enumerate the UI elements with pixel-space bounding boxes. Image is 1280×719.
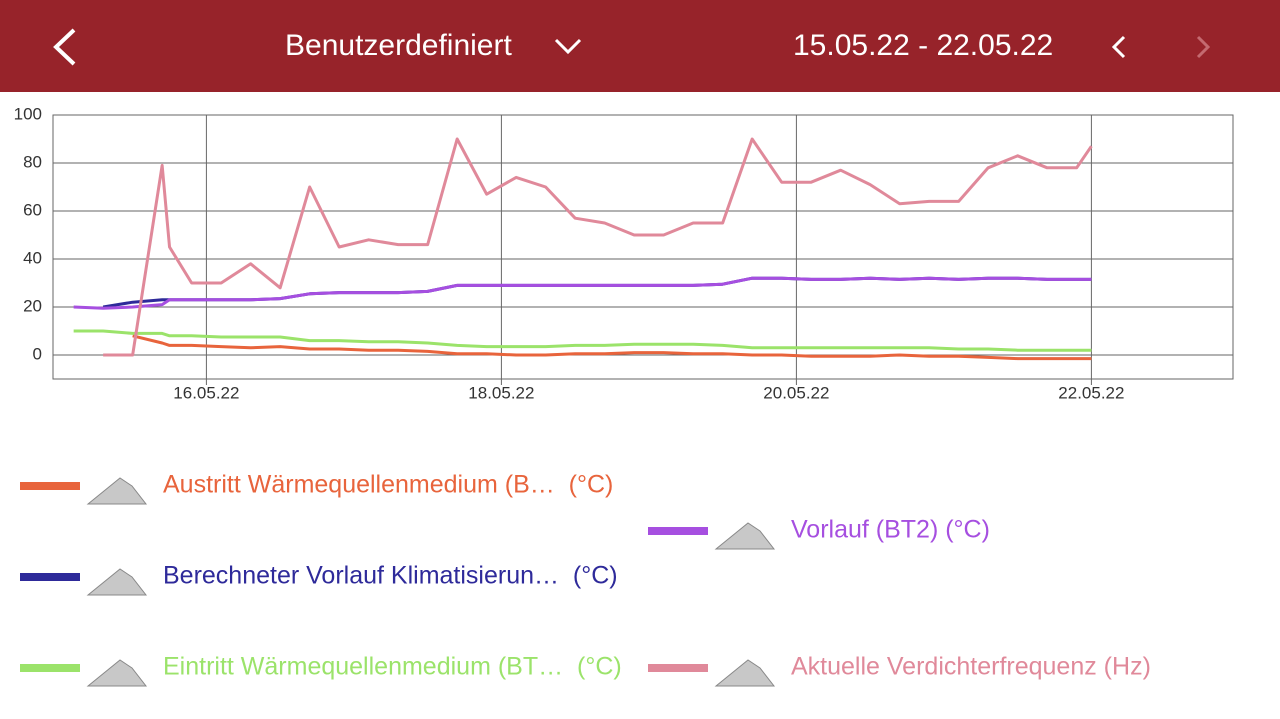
y-tick-label: 20 — [23, 296, 42, 315]
y-tick-label: 100 — [14, 104, 42, 123]
legend-swatch — [20, 573, 80, 581]
legend-label: Austritt Wärmequellenmedium (B… (°C) — [163, 471, 613, 499]
legend-label: Vorlauf (BT2) (°C) — [791, 516, 990, 544]
legend-label: Eintritt Wärmequellenmedium (BT… (°C) — [163, 653, 622, 681]
app-bar — [0, 0, 1280, 92]
y-tick-label: 0 — [33, 344, 42, 363]
prev-button[interactable] — [1111, 35, 1126, 59]
y-tick-label: 60 — [23, 200, 42, 219]
series-line — [73, 276, 1092, 310]
legend-icon — [86, 477, 148, 505]
next-button[interactable] — [1196, 35, 1211, 59]
x-tick-label: 22.05.22 — [1058, 383, 1124, 402]
legend-icon — [714, 659, 776, 687]
legend-swatch — [20, 664, 80, 672]
series-line — [73, 329, 1092, 352]
series-line — [103, 137, 1093, 357]
chart: 0 20 40 60 80 100 16.05.22 18.05.22 20.05.22 22.0… — [14, 104, 1234, 687]
date-range: 15.05.22 - 22.05.22 — [793, 29, 1053, 62]
view-title[interactable]: Benutzerdefiniert — [285, 29, 512, 62]
legend-icon — [714, 522, 776, 550]
legend-swatch — [648, 664, 708, 672]
legend-label: Aktuelle Verdichterfrequenz (Hz) — [791, 653, 1151, 681]
series-line — [132, 334, 1092, 361]
x-tick-label: 20.05.22 — [763, 383, 829, 402]
legend-label: Berechneter Vorlauf Klimatisierun… (°C) — [163, 562, 618, 590]
y-tick-label: 80 — [23, 152, 42, 171]
plot-frame — [52, 114, 1234, 380]
x-tick-label: 18.05.22 — [468, 383, 534, 402]
dropdown-icon[interactable] — [554, 38, 582, 55]
legend-icon — [86, 659, 148, 687]
series-line — [102, 276, 1092, 309]
legend-swatch — [20, 482, 80, 490]
back-button[interactable] — [53, 28, 76, 66]
x-tick-label: 16.05.22 — [173, 383, 239, 402]
y-tick-label: 40 — [23, 248, 42, 267]
legend-icon — [86, 568, 148, 596]
legend-swatch — [648, 527, 708, 535]
